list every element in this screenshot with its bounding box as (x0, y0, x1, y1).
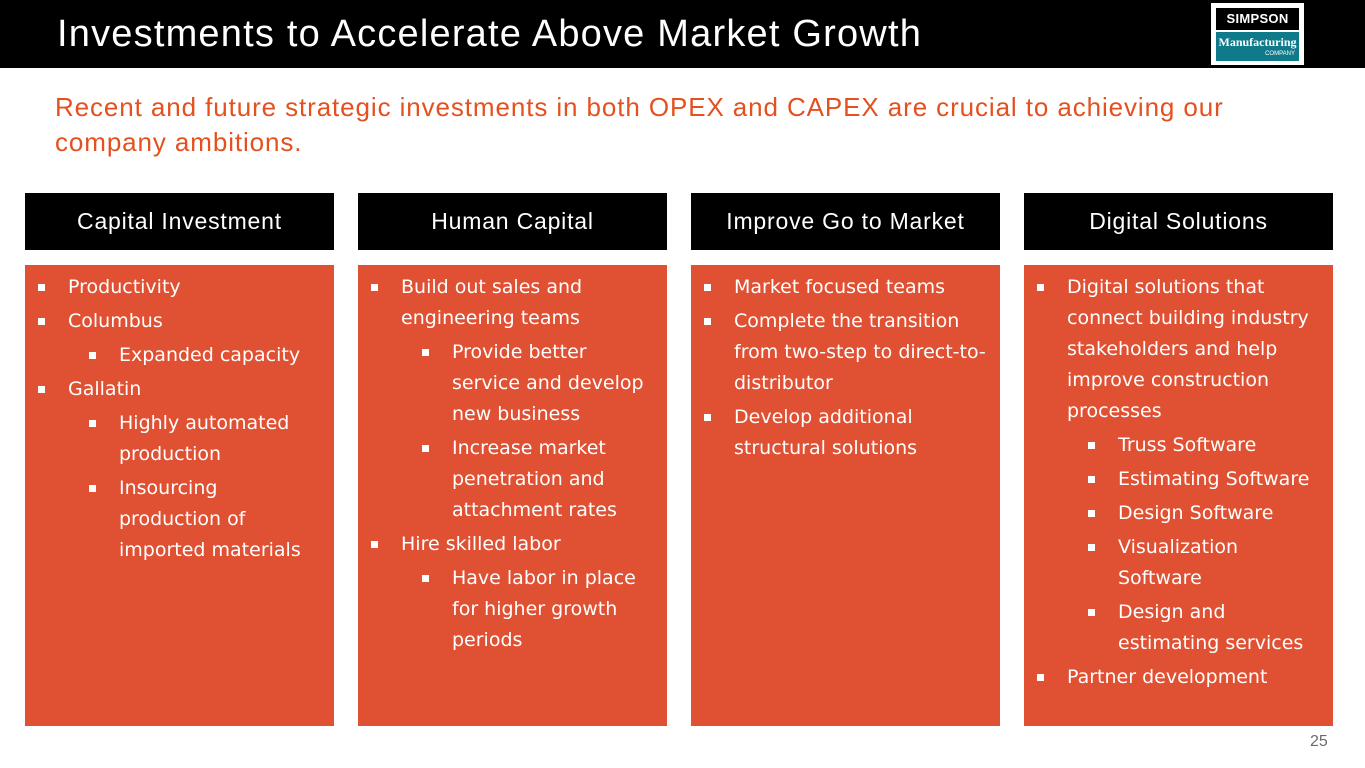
bullet-list: Productivity Columbus Expanded capacity … (25, 265, 334, 566)
sub-bullet-item: Expanded capacity (25, 340, 324, 371)
bullet-item: Productivity (25, 272, 324, 303)
bullet-item: Develop additional structural solutions (691, 402, 990, 464)
logo-manufacturing-text: Manufacturing (1218, 35, 1297, 49)
logo-manufacturing-block: Manufacturing COMPANY (1216, 32, 1299, 61)
sub-bullet-item: Design and estimating services (1024, 597, 1323, 659)
column-box-go-to-market: Market focused teams Complete the transi… (691, 265, 1000, 726)
sub-bullet-item: Truss Software (1024, 430, 1323, 461)
sub-bullet-item: Increase market penetration and attachme… (358, 433, 657, 526)
column-box-capital-investment: Productivity Columbus Expanded capacity … (25, 265, 334, 726)
sub-bullet-item: Provide better service and develop new b… (358, 337, 657, 430)
bullet-item: Columbus (25, 306, 324, 337)
bullet-item: Complete the transition from two-step to… (691, 306, 990, 399)
bullet-item: Partner development (1024, 662, 1323, 693)
sub-bullet-item: Highly automated production (25, 408, 324, 470)
column-header-human-capital: Human Capital (358, 193, 667, 250)
bullet-list: Build out sales and engineering teams Pr… (358, 265, 667, 656)
bullet-item: Digital solutions that connect building … (1024, 272, 1323, 427)
bullet-item: Market focused teams (691, 272, 990, 303)
column-box-human-capital: Build out sales and engineering teams Pr… (358, 265, 667, 726)
bullet-list: Digital solutions that connect building … (1024, 265, 1333, 693)
sub-bullet-item: Design Software (1024, 498, 1323, 529)
sub-bullet-item: Visualization Software (1024, 532, 1323, 594)
column-header-capital-investment: Capital Investment (25, 193, 334, 250)
logo-simpson-text: SIMPSON (1216, 8, 1299, 30)
bullet-item: Build out sales and engineering teams (358, 272, 657, 334)
sub-bullet-item: Have labor in place for higher growth pe… (358, 563, 657, 656)
column-header-go-to-market: Improve Go to Market (691, 193, 1000, 250)
bullet-item: Hire skilled labor (358, 529, 657, 560)
bullet-list: Market focused teams Complete the transi… (691, 265, 1000, 464)
column-header-digital-solutions: Digital Solutions (1024, 193, 1333, 250)
page-number: 25 (1310, 733, 1328, 750)
sub-bullet-item: Estimating Software (1024, 464, 1323, 495)
company-logo: SIMPSON Manufacturing COMPANY (1211, 3, 1304, 65)
bullet-item: Gallatin (25, 374, 324, 405)
column-box-digital-solutions: Digital solutions that connect building … (1024, 265, 1333, 726)
logo-company-text: COMPANY (1265, 51, 1295, 57)
sub-bullet-item: Insourcing production of imported materi… (25, 473, 324, 566)
slide-title: Investments to Accelerate Above Market G… (57, 13, 923, 55)
slide-subtitle: Recent and future strategic investments … (55, 92, 1224, 157)
title-bar: Investments to Accelerate Above Market G… (0, 0, 1365, 68)
